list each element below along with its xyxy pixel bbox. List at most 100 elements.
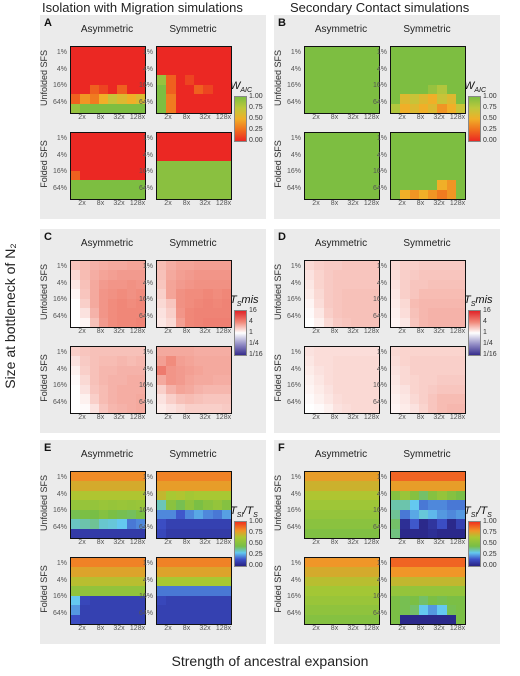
- heatmap-cell: [212, 365, 222, 376]
- heatmap-cell: [98, 279, 108, 290]
- heatmap-cell: [194, 161, 204, 171]
- heatmap-cell: [126, 142, 136, 152]
- heatmap-cell: [80, 56, 90, 66]
- heatmap-cell: [314, 308, 324, 318]
- heatmap-cell: [135, 347, 145, 357]
- heatmap-cell: [71, 384, 81, 395]
- heatmap-cell: [175, 65, 185, 76]
- heatmap-cell: [323, 605, 333, 615]
- heatmap-cell: [184, 94, 194, 104]
- heatmap-cell: [446, 365, 456, 376]
- heatmap-cell: [80, 384, 90, 395]
- heatmap-cell: [455, 347, 465, 357]
- x-tick-label: 8x: [96, 539, 105, 546]
- x-tick-label: 128x: [215, 200, 232, 207]
- x-tick-label: 2x: [398, 539, 406, 546]
- heatmap-cell: [203, 180, 213, 190]
- heatmap-cell: [212, 490, 222, 501]
- heatmap-cell: [369, 270, 379, 280]
- heatmap-cell: [455, 133, 465, 143]
- heatmap-cell: [166, 75, 176, 85]
- heatmap-cell: [360, 509, 370, 520]
- heatmap-cell: [184, 103, 194, 113]
- heatmap-cell: [360, 270, 370, 280]
- heatmap-cell: [418, 65, 428, 76]
- x-tick-label: 128x: [363, 414, 380, 421]
- heatmap-cell: [437, 94, 447, 104]
- y-tick-label: 16%: [52, 82, 67, 89]
- heatmap-cell: [369, 586, 379, 596]
- heatmap-cell: [166, 133, 176, 143]
- heatmap-cell: [89, 528, 99, 538]
- x-tick-label: 2x: [312, 625, 320, 632]
- heatmap-cell: [351, 595, 361, 606]
- heatmap-cell: [108, 375, 118, 385]
- heatmap-cell: [323, 151, 333, 162]
- heatmap-cell: [166, 47, 176, 57]
- heatmap-cell: [369, 56, 379, 66]
- heatmap-cell: [369, 308, 379, 318]
- heatmap-cell: [80, 279, 90, 290]
- heatmap-cell: [184, 133, 194, 143]
- heatmap-cell: [80, 189, 90, 199]
- heatmap-cell: [305, 317, 315, 327]
- heatmap-cell: [203, 189, 213, 199]
- heatmap-cell: [360, 298, 370, 309]
- heatmap-cell: [175, 56, 185, 66]
- heatmap-cell: [305, 509, 315, 520]
- heatmap-cell: [342, 308, 352, 318]
- heatmap-cell: [203, 317, 213, 327]
- heatmap-cell: [437, 151, 447, 162]
- heatmap-cell: [184, 576, 194, 587]
- heatmap-cell: [351, 576, 361, 587]
- heatmap-cell: [108, 356, 118, 366]
- heatmap-cell: [409, 170, 419, 181]
- heatmap-cell: [351, 65, 361, 76]
- heatmap-cell: [360, 394, 370, 404]
- heatmap-cell: [117, 170, 127, 181]
- heatmap-cell: [305, 47, 315, 57]
- heatmap-cell: [369, 595, 379, 606]
- heatmap-cell: [117, 270, 127, 280]
- heatmap-cell: [369, 605, 379, 615]
- heatmap-cell: [98, 75, 108, 85]
- heatmap-cell: [203, 403, 213, 413]
- heatmap-cell: [80, 576, 90, 587]
- heatmap-cell: [455, 595, 465, 606]
- heatmap-cell: [184, 500, 194, 510]
- heatmap-cell: [212, 472, 222, 482]
- heatmap-cell: [409, 586, 419, 596]
- heatmap-cell: [89, 519, 99, 529]
- heatmap-cell: [360, 403, 370, 413]
- heatmap-cell: [455, 298, 465, 309]
- x-tick-label: 8x: [416, 539, 425, 546]
- x-tick-label: 2x: [78, 625, 86, 632]
- heatmap-cell: [135, 289, 145, 299]
- heatmap-cell: [212, 595, 222, 606]
- y-tick-label: 4%: [290, 279, 301, 287]
- heatmap-cell: [360, 161, 370, 171]
- heatmap-cell: [194, 270, 204, 280]
- heatmap-cell: [314, 500, 324, 510]
- heatmap-cell: [446, 298, 456, 309]
- heatmap-cell: [314, 65, 324, 76]
- heatmap-cell: [360, 189, 370, 199]
- heatmap-cell: [360, 519, 370, 529]
- heatmap-cell: [342, 180, 352, 190]
- heatmap-cell: [332, 528, 342, 538]
- heatmap-cell: [391, 490, 401, 501]
- heatmap-cell: [80, 519, 90, 529]
- heatmap-cell: [89, 509, 99, 520]
- heatmap-cell: [108, 133, 118, 143]
- heatmap-cell: [369, 279, 379, 290]
- y-tick-label: 1%: [56, 49, 67, 56]
- heatmap-cell: [71, 605, 81, 615]
- heatmap-cell: [80, 261, 90, 271]
- heatmap-cell: [98, 161, 108, 171]
- heatmap-cell: [391, 308, 401, 318]
- heatmap-cell: [437, 347, 447, 357]
- heatmap-cell: [409, 567, 419, 577]
- heatmap-cell: [117, 75, 127, 85]
- heatmap-cell: [428, 142, 438, 152]
- heatmap-cell: [135, 490, 145, 501]
